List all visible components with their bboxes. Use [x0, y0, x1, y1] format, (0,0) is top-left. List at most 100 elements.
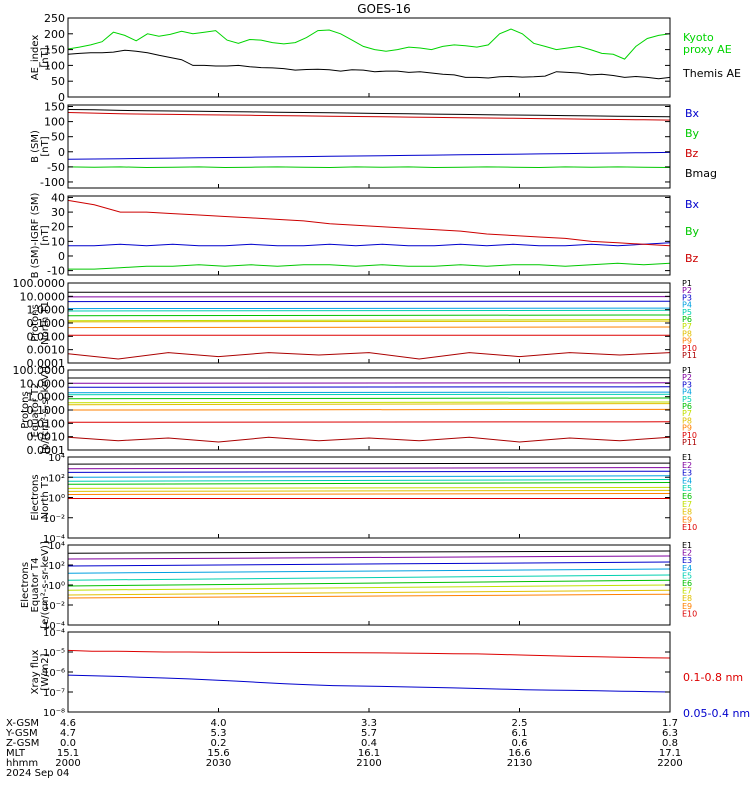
- y-tick-label: 10⁰: [48, 581, 65, 592]
- y-tick-label: 250: [44, 12, 65, 25]
- series-line-5: [67, 309, 671, 312]
- y-tick-label: 0: [58, 250, 65, 263]
- series-line-9: [67, 593, 671, 599]
- legend-entry: E4: [682, 564, 692, 573]
- y-axis-label: Protons: [30, 304, 41, 341]
- legend-entry: E2: [682, 549, 692, 558]
- legend-entry: proxy AE: [683, 43, 732, 56]
- y-tick-label: 10²: [48, 473, 65, 484]
- y-tick-label: 10⁻⁴: [43, 621, 65, 632]
- x-row-value: 15.1: [57, 748, 79, 759]
- y-tick-label: 100.0000: [13, 277, 66, 290]
- panel-frame: [67, 17, 671, 98]
- series-line-1: [68, 242, 671, 247]
- y-tick-label: 0.0100: [27, 330, 66, 343]
- y-tick-label: 0.0100: [27, 417, 66, 430]
- series-line-3: [67, 199, 671, 247]
- legend-entry: E5: [682, 484, 692, 493]
- series-line-8: [67, 489, 671, 492]
- series-line-6: [67, 482, 671, 485]
- x-row-value: 17.1: [659, 748, 681, 759]
- series-line-2: [67, 166, 671, 169]
- x-axis-table: X-GSM 4.6 4.0 3.3 2.5 1.7 Y-GSM 4.7 5.3 5.7 6.1 6.3…: [5, 93, 683, 779]
- y-axis-label: [nT]: [40, 47, 51, 67]
- x-row-value: 4.6: [60, 718, 76, 729]
- legend-entry: E10: [682, 523, 697, 532]
- x-row-value: 4.7: [60, 728, 76, 739]
- legend-entry: P6: [682, 402, 692, 411]
- legend-entry: P4: [682, 388, 692, 397]
- legend-entry: By: [685, 127, 700, 140]
- y-tick-label: 0.1000: [27, 317, 66, 330]
- legend-entry: Bz: [685, 147, 699, 160]
- x-row-value: 3.3: [361, 718, 377, 729]
- y-tick-label: 10⁰: [48, 494, 65, 505]
- series-line-1: [67, 649, 671, 659]
- y-axis-label: Equator T4: [30, 558, 41, 613]
- y-tick-label: 20: [51, 221, 65, 234]
- legend-entry: P3: [682, 380, 692, 389]
- series-line-3: [67, 470, 671, 473]
- y-tick-label: 10⁻⁴: [43, 628, 65, 639]
- y-tick-label: 10⁻²: [43, 601, 65, 612]
- legend-entry: E8: [682, 508, 692, 517]
- y-axis-label: B (SM)-IGRF (SM): [30, 193, 41, 279]
- y-tick-label: 10⁻⁵: [43, 648, 65, 659]
- panel-4: 0.00010.00100.01000.10001.000010.0000100…: [13, 277, 698, 370]
- y-tick-label: 10⁴: [48, 541, 65, 552]
- x-row-label: X-GSM: [6, 718, 39, 729]
- series-line-11: [67, 352, 671, 360]
- x-row-value: 5.3: [211, 728, 227, 739]
- series-line-6: [67, 397, 671, 400]
- x-row-value: 5.7: [361, 728, 377, 739]
- y-tick-label: 50: [51, 75, 65, 88]
- y-tick-label: 10⁻⁸: [43, 708, 65, 719]
- y-tick-label: 50: [51, 131, 65, 144]
- y-tick-label: 10⁻⁷: [43, 688, 65, 699]
- legend-entry: P4: [682, 301, 692, 310]
- y-tick-label: 100: [44, 116, 65, 129]
- x-row-value: 15.6: [207, 748, 229, 759]
- series-line-4: [67, 307, 671, 310]
- x-row-value: 2030: [206, 758, 231, 769]
- y-tick-label: -50: [47, 161, 65, 174]
- panel-frame: [67, 104, 671, 189]
- series-line-4: [67, 475, 671, 478]
- legend-entry: P8: [682, 416, 692, 425]
- legend-entry: E8: [682, 594, 692, 603]
- legend-entry: E2: [682, 461, 692, 470]
- x-row-value: 6.3: [662, 728, 678, 739]
- series-line-7: [67, 584, 671, 591]
- x-row-value: 0.6: [512, 738, 528, 749]
- legend-entry: P7: [682, 409, 692, 418]
- x-row-label: Z-GSM: [6, 738, 39, 749]
- legend-entry: E7: [682, 587, 692, 596]
- y-tick-label: 150: [44, 44, 65, 57]
- x-row-value: 0.8: [662, 738, 678, 749]
- series-line-2: [67, 467, 671, 470]
- y-tick-label: 10.0000: [20, 290, 66, 303]
- y-axis-label: Equator T2: [30, 383, 41, 438]
- legend-entry: P1: [682, 279, 692, 288]
- legend-entry: P5: [682, 308, 692, 317]
- series-line-1: [67, 550, 671, 554]
- series-line-2: [67, 49, 671, 80]
- legend-entry: P7: [682, 322, 692, 331]
- series-line-3: [67, 386, 671, 388]
- plot-title: GOES-16: [357, 2, 411, 16]
- x-row-value: 4.0: [211, 718, 227, 729]
- series-line-8: [67, 589, 671, 596]
- series-line-4: [67, 109, 671, 118]
- series-line-1: [67, 28, 671, 60]
- legend-entry: E9: [682, 515, 692, 524]
- y-axis-label: North T3: [40, 476, 51, 520]
- series-line-5: [67, 574, 671, 581]
- y-tick-label: 0.0001: [27, 357, 66, 370]
- x-row-label: hhmm: [6, 758, 38, 769]
- series-line-5: [67, 479, 671, 482]
- y-tick-label: 150: [44, 101, 65, 114]
- legend-entry: E7: [682, 500, 692, 509]
- y-axis-label: B (SM): [30, 130, 41, 163]
- x-row-label: Y-GSM: [5, 728, 38, 739]
